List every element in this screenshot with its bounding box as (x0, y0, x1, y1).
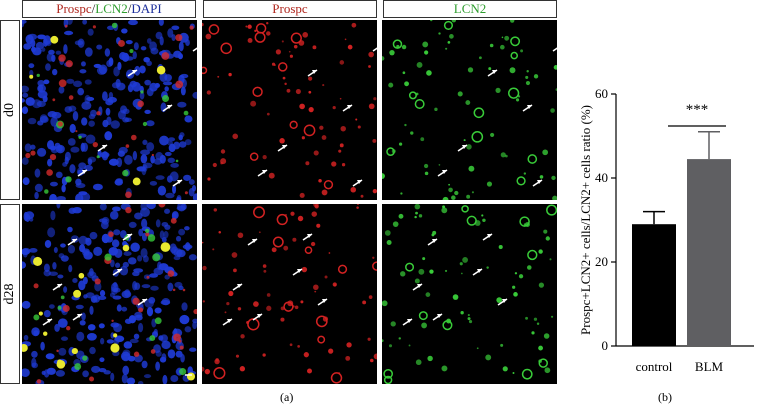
y-tick-label-2: 40 (595, 170, 608, 185)
bar-control (632, 224, 676, 346)
y-tick-label-3: 60 (595, 86, 608, 101)
panel-d0-merged-image (22, 20, 197, 200)
caption-b: (b) (658, 390, 672, 404)
row-label-d28-text: d28 (2, 283, 17, 305)
panel-d0-prospc-3-arrow-head-icon (262, 170, 267, 174)
panel-d28-lcn2-5-arrow-head-icon (407, 319, 412, 323)
header-merged-slash-2: / (127, 1, 132, 16)
panel-d28-merged-1-arrow-head-icon (127, 234, 132, 238)
panel-d0-lcn2-3-arrow-head-icon (442, 170, 447, 174)
panel-d28-merged-5-arrow-head-icon (47, 319, 52, 323)
panel-d0-merged-5-arrow-icon (192, 47, 197, 52)
x-tick-label-control: control (636, 359, 673, 374)
panel-d28-merged-4-arrow-head-icon (142, 299, 147, 303)
panel-d28-lcn2-1-arrow-head-icon (487, 234, 492, 238)
panel-d0-prospc-4-arrow-head-icon (357, 180, 362, 184)
header-merged-prospc: Prospc (56, 1, 92, 16)
row-label-d0: d0 (0, 20, 20, 200)
panel-d0-merged (22, 20, 197, 200)
panel-d28-prospc-image (202, 204, 377, 384)
panel-d28-lcn2 (382, 204, 557, 384)
header-prospc: Prospc (203, 0, 377, 18)
row-label-d0-text: d0 (2, 103, 17, 117)
header-lcn2-label: LCN2 (453, 1, 487, 16)
panel-d0-lcn2 (382, 20, 557, 200)
panel-d0-lcn2-5-arrow-icon (552, 47, 557, 52)
y-axis-label: Prospc+LCN2+ cells/LCN2+ cells ratio (%) (578, 105, 593, 335)
panel-d28-lcn2-6-arrow-head-icon (437, 314, 442, 318)
panel-d0-merged-3-arrow-head-icon (82, 170, 87, 174)
panel-d28-merged-3-arrow-head-icon (57, 284, 62, 288)
panel-d28-prospc-4-arrow-head-icon (322, 299, 327, 303)
panel-d28-merged-6-arrow-head-icon (77, 314, 82, 318)
header-lcn2: LCN2 (383, 0, 557, 18)
panel-d0-prospc-5-arrow-icon (372, 47, 377, 52)
panel-d0-prospc-2-arrow-head-icon (282, 145, 287, 149)
panel-d0-lcn2-image (382, 20, 557, 200)
panel-d28-lcn2-4-arrow-head-icon (502, 299, 507, 303)
panel-d0-merged-0-arrow-head-icon (132, 70, 137, 74)
panel-d28-prospc-6-arrow-head-icon (257, 314, 262, 318)
header-prospc-label: Prospc (272, 1, 308, 16)
panel-d0-prospc-image (202, 21, 377, 198)
panel-d0-prospc-1-arrow-head-icon (347, 105, 352, 109)
panel-d0-merged-1-arrow-head-icon (167, 105, 172, 109)
x-tick-label-BLM: BLM (695, 359, 724, 374)
panel-d0-lcn2-4-arrow-head-icon (537, 180, 542, 184)
panel-d28-prospc-1-arrow-head-icon (307, 234, 312, 238)
bar-chart: 0 20 40 60 control BLM *** Prospc+LCN2+ cells/L… (578, 86, 754, 404)
panel-d0-merged-2-arrow-head-icon (102, 145, 107, 149)
header-merged-slash-1: / (91, 1, 96, 16)
panel-d0-lcn2-0-arrow-head-icon (492, 70, 497, 74)
panel-d28-lcn2-2-arrow-head-icon (477, 269, 482, 273)
panel-d28-lcn2-image (382, 204, 557, 384)
panel-d0-lcn2-2-arrow-head-icon (462, 145, 467, 149)
panel-d28-prospc-3-arrow-head-icon (237, 284, 242, 288)
y-tick-label-0: 0 (602, 338, 609, 353)
row-label-d28: d28 (0, 204, 20, 384)
significance-label: *** (686, 102, 709, 118)
panel-d28-merged (22, 204, 197, 384)
panel-d0-prospc-0-arrow-head-icon (312, 70, 317, 74)
y-tick-label-1: 20 (595, 254, 608, 269)
panel-d28-lcn2-3-arrow-head-icon (417, 284, 422, 288)
header-merged-dapi: DAPI (131, 1, 162, 16)
caption-a: (a) (280, 390, 294, 404)
panel-d28-prospc-5-arrow-head-icon (227, 319, 232, 323)
panel-d0-lcn2-1-arrow-head-icon (527, 105, 532, 109)
panel-d28-merged-2-arrow-head-icon (117, 269, 122, 273)
header-merged-lcn2: LCN2 (95, 1, 128, 16)
panel-d28-lcn2-0-arrow-head-icon (432, 239, 437, 243)
panel-d28-prospc (202, 204, 377, 384)
panel-d28-prospc-0-arrow-head-icon (252, 239, 257, 243)
bar-BLM (687, 159, 731, 346)
panel-d28-merged-image (22, 204, 197, 384)
header-merged: Prospc/LCN2/DAPI (22, 0, 196, 18)
panel-d28-prospc-2-arrow-head-icon (297, 269, 302, 273)
panel-d28-merged-0-arrow-head-icon (72, 239, 77, 243)
panel-d0-prospc (202, 20, 377, 200)
panel-d0-merged-4-arrow-head-icon (177, 180, 182, 184)
